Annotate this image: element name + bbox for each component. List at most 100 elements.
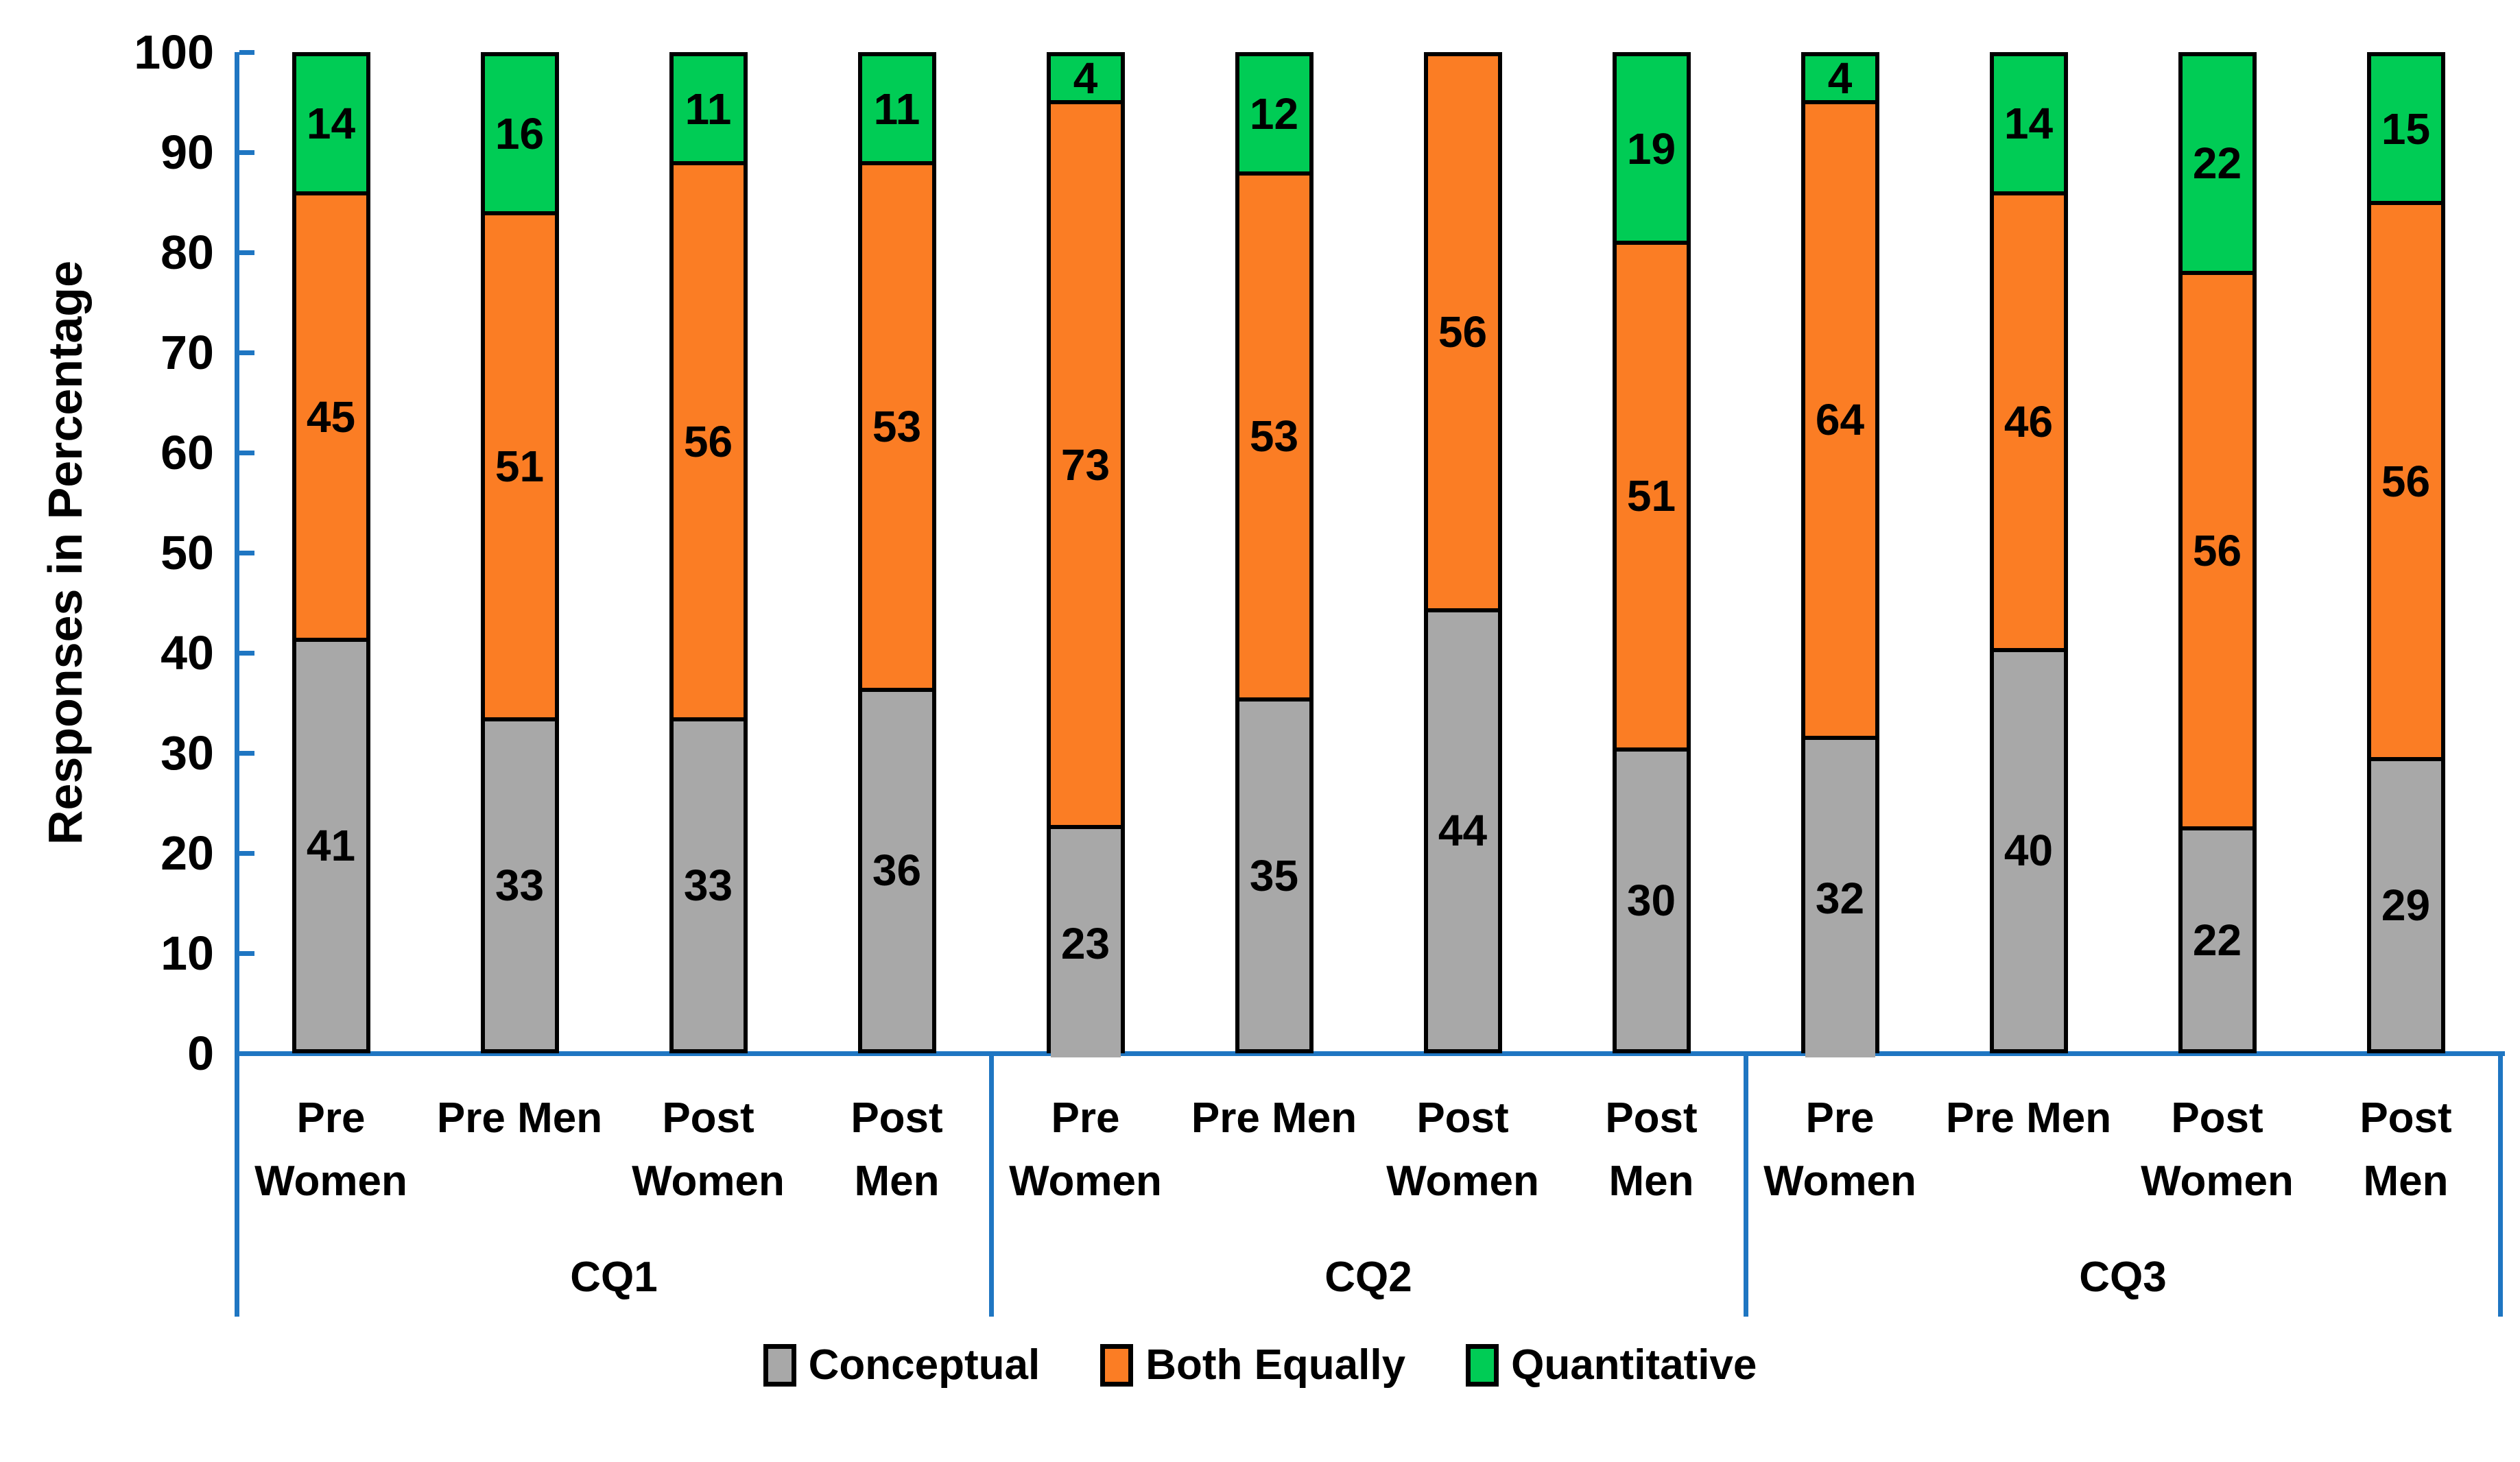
bar-cq3-pre-men: 14 46 40 [1989,52,2068,1053]
bar-segment-quantitative: 12 [1239,56,1309,176]
y-tick-label: 70 [161,326,214,379]
legend-swatch-quantitative [1466,1344,1499,1387]
y-tick-label: 90 [161,125,214,179]
legend-item-conceptual: Conceptual [763,1341,1040,1389]
bar-value-label: 41 [306,821,356,871]
bar-cq3-post-men: 15 56 29 [2366,52,2445,1053]
bar-value-label: 53 [872,401,922,451]
y-axis-tick [239,751,254,756]
category-label-line: Post [662,1094,754,1142]
bar-value-label: 22 [2192,139,2242,189]
bar-segment-quantitative: 4 [1050,56,1121,104]
bar-segment-both-equally: 46 [1993,195,2064,652]
bar-segment-conceptual: 40 [1993,651,2064,1049]
category-label-pre-men: Pre Men [1917,1087,2140,1150]
bar-value-label: 14 [2004,99,2054,149]
category-label-line: Pre Men [436,1094,603,1142]
bar-value-label: 56 [2192,525,2242,575]
group-separator-line [1744,1051,1748,1317]
group-separator-line [989,1051,994,1317]
bar-value-label: 51 [495,441,545,491]
bar-segment-both-equally: 45 [296,195,366,643]
bar-value-label: 32 [1815,874,1865,924]
category-label-pre-men: Pre Men [1163,1087,1386,1150]
group-label-cq1: CQ1 [570,1254,658,1301]
bar-cq2-post-women: 56 44 [1423,52,1502,1053]
bar-value-label: 33 [495,861,545,911]
bar-value-label: 51 [1626,471,1676,521]
category-label-line: Women [1009,1158,1162,1205]
bar-segment-both-equally: 73 [1050,104,1121,830]
group-label-cq2: CQ2 [1324,1254,1412,1301]
legend-item-quantitative: Quantitative [1466,1341,1757,1389]
category-label-pre-women: Pre Women [219,1087,442,1213]
bar-value-label: 22 [2192,915,2242,965]
bar-value-label: 30 [1626,875,1676,925]
legend-item-both-equally: Both Equally [1100,1341,1405,1389]
bar-segment-both-equally: 51 [484,215,555,722]
bar-cq2-pre-men: 12 53 35 [1235,52,1314,1053]
bar-value-label: 53 [1249,411,1299,462]
y-axis-tick [239,651,254,656]
bar-segment-quantitative: 16 [484,56,555,215]
bar-value-label: 35 [1249,850,1299,900]
category-label-line: Pre Men [1191,1094,1357,1142]
y-axis-tick [239,250,254,255]
bar-value-label: 15 [2381,104,2431,154]
group-label-cq3: CQ3 [2079,1254,2167,1301]
bar-value-label: 56 [2381,456,2431,506]
bar-segment-conceptual: 23 [1050,829,1121,1058]
bar-value-label: 29 [2381,880,2431,931]
y-axis-tick [239,851,254,856]
bar-value-label: 11 [685,84,732,134]
legend-swatch-both-equally [1100,1344,1134,1387]
y-tick-label: 20 [161,826,214,880]
bar-segment-conceptual: 35 [1239,702,1309,1049]
bar-value-label: 16 [495,108,545,158]
category-label-line: Women [1763,1158,1916,1205]
category-label-line: Men [854,1158,940,1205]
bar-cq1-pre-women: 14 45 41 [292,52,370,1053]
bar-value-label: 4 [1827,53,1853,103]
bar-segment-quantitative: 11 [861,56,932,166]
y-tick-label: 50 [161,526,214,579]
bar-value-label: 73 [1060,440,1110,490]
bar-cq1-post-men: 11 53 36 [857,52,936,1053]
bar-value-label: 64 [1815,395,1865,445]
bar-segment-conceptual: 41 [296,642,366,1049]
category-label-line: Post [2171,1094,2263,1142]
y-tick-label: 60 [161,426,214,479]
bar-segment-both-equally: 51 [1616,245,1687,752]
plot-right-border [2498,1051,2503,1317]
category-label-line: Post [2359,1094,2452,1142]
category-label-line: Pre [1805,1094,1875,1142]
bar-value-label: 56 [683,416,733,466]
category-label-line: Post [1605,1094,1698,1142]
bar-segment-conceptual: 36 [861,691,932,1049]
bar-value-label: 33 [683,861,733,911]
bar-cq3-pre-women: 4 64 32 [1800,52,1879,1058]
category-label-post-men: Post Men [1540,1087,1763,1213]
legend-swatch-conceptual [763,1344,796,1387]
category-label-line: Women [632,1158,785,1205]
bar-value-label: 11 [873,84,920,134]
category-label-line: Post [1416,1094,1509,1142]
category-label-line: Post [851,1094,943,1142]
bar-cq3-post-women: 22 56 22 [2178,52,2257,1053]
category-label-post-women: Post Women [1351,1087,1574,1213]
bar-segment-conceptual: 29 [2370,761,2441,1049]
category-label-line: Pre Men [1945,1094,2112,1142]
bar-cq2-post-men: 19 51 30 [1612,52,1691,1053]
bar-cq1-pre-men: 16 51 33 [480,52,559,1053]
y-axis-tick [239,551,254,555]
bar-segment-conceptual: 32 [1805,739,1875,1058]
legend-label: Quantitative [1511,1341,1757,1389]
y-tick-label: 10 [161,926,214,980]
bar-segment-both-equally: 56 [2370,205,2441,762]
bar-value-label: 56 [1438,307,1488,357]
x-axis-line [235,1051,2505,1056]
bar-value-label: 44 [1438,806,1488,856]
bar-segment-quantitative: 14 [296,56,366,195]
category-label-line: Men [2363,1158,2449,1205]
bar-segment-conceptual: 30 [1616,751,1687,1049]
